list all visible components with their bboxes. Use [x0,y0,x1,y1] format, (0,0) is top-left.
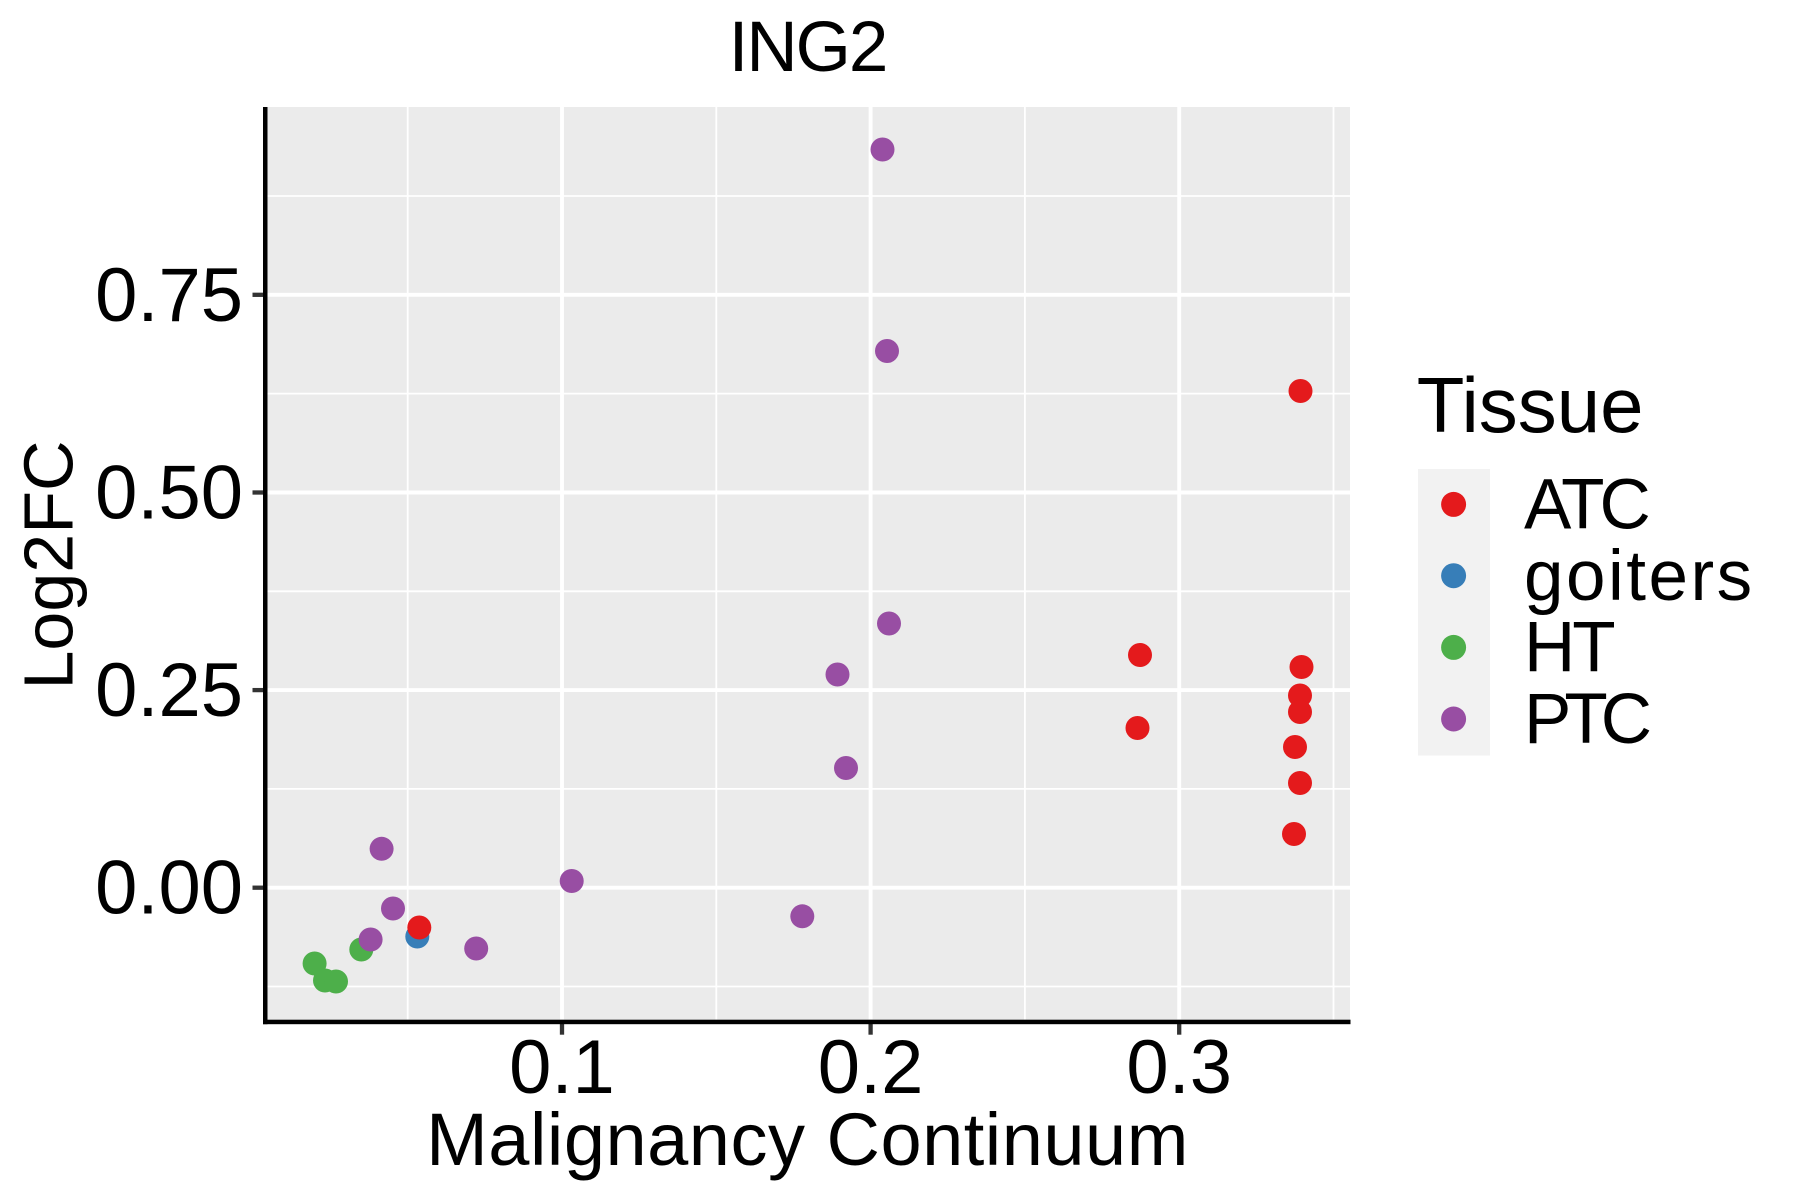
svg-text:0.75: 0.75 [95,253,243,338]
svg-text:0.00: 0.00 [95,846,243,931]
svg-text:0.25: 0.25 [95,648,243,733]
svg-text:Log2FC: Log2FC [10,440,88,689]
svg-text:Tissue: Tissue [1417,361,1644,449]
svg-text:goiters: goiters [1524,537,1755,616]
svg-text:Malignancy Continuum: Malignancy Continuum [426,1098,1189,1181]
svg-text:ATC: ATC [1524,466,1648,545]
svg-text:ING2: ING2 [729,8,887,87]
svg-text:0.1: 0.1 [509,1025,615,1110]
svg-text:PTC: PTC [1524,680,1650,759]
svg-text:0.3: 0.3 [1126,1025,1232,1110]
svg-text:0.50: 0.50 [95,451,243,536]
svg-text:HT: HT [1524,608,1614,687]
svg-text:0.2: 0.2 [818,1025,924,1110]
